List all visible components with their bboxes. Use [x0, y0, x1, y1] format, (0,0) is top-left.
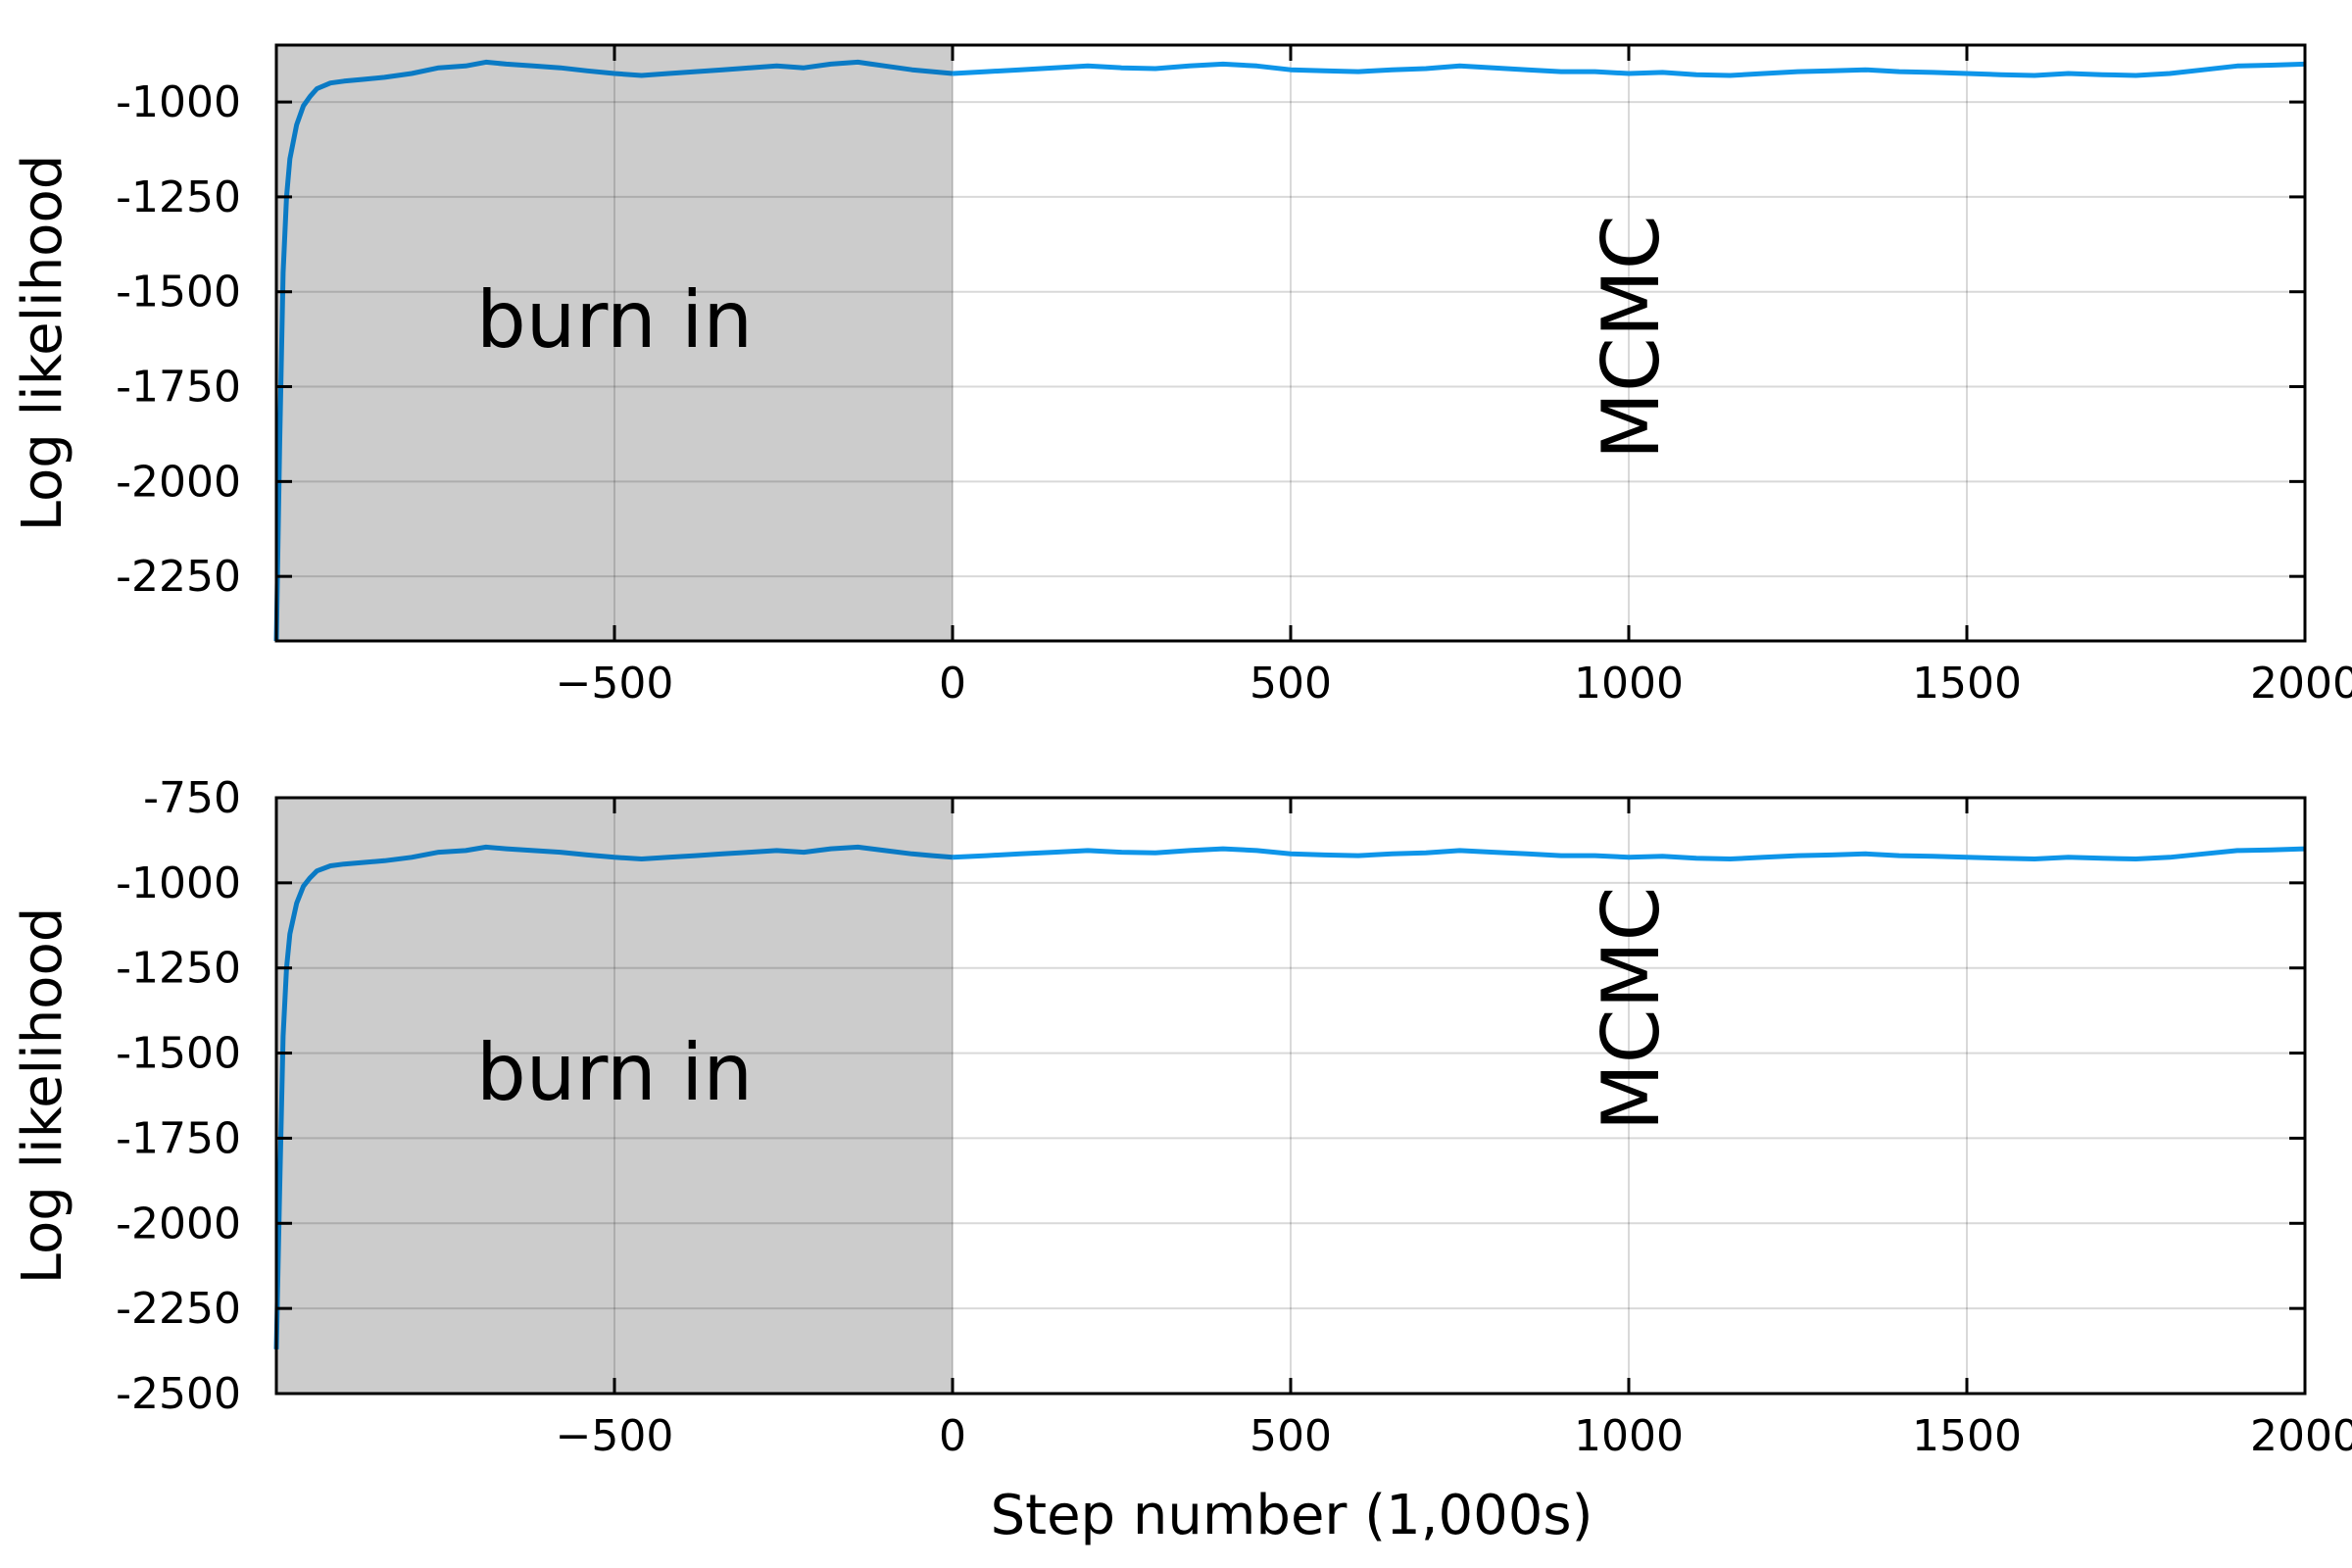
- x-tick-label: 1500: [1912, 1411, 2022, 1461]
- y-tick-label: -1500: [116, 268, 241, 318]
- y-tick-label: -2250: [116, 1284, 241, 1334]
- y-tick-label: -750: [143, 773, 241, 823]
- x-tick-label: −500: [556, 659, 674, 709]
- mcmc-label: MCMC: [1586, 887, 1677, 1132]
- burn-in-label: burn in: [476, 1027, 753, 1118]
- y-tick-label: -1750: [116, 363, 241, 413]
- burn-in-region: [276, 798, 953, 1394]
- mcmc-label: MCMC: [1586, 215, 1677, 460]
- x-tick-label: 0: [939, 659, 966, 709]
- y-tick-label: -2000: [116, 1199, 241, 1249]
- x-tick-label: 2000: [2250, 1411, 2352, 1461]
- burn-in-label: burn in: [476, 274, 753, 366]
- mcmc-series-line: [952, 846, 2306, 861]
- mcmc-series-line: [952, 61, 2306, 78]
- y-tick-label: -2500: [116, 1369, 241, 1419]
- y-tick-label: -1250: [116, 172, 241, 222]
- y-tick-label: -1000: [116, 77, 241, 127]
- y-tick-label: -1250: [116, 944, 241, 994]
- x-axis-label: Step number (1,000s): [991, 1484, 1593, 1547]
- burn-in-series-line: [273, 59, 954, 642]
- x-tick-label: 1500: [1912, 659, 2022, 709]
- x-tick-label: 0: [939, 1411, 966, 1461]
- burn-in-series-line: [273, 844, 954, 1349]
- y-axis-label: Log likelihood: [11, 907, 74, 1285]
- y-axis-label: Log likelihood: [11, 155, 74, 532]
- x-tick-label: 1000: [1574, 1411, 1684, 1461]
- y-tick-label: -2250: [116, 552, 241, 602]
- y-tick-label: -2000: [116, 457, 241, 507]
- bottom-plot-panel: −500 0 500 1000 1500 2000 -750 -1000 -1250 -1500 -…: [11, 773, 2352, 1461]
- x-tick-label: 500: [1250, 1411, 1332, 1461]
- x-tick-label: 500: [1250, 659, 1332, 709]
- x-tick-label: 1000: [1574, 659, 1684, 709]
- y-tick-label: -1500: [116, 1029, 241, 1079]
- y-tick-label: -1750: [116, 1113, 241, 1163]
- y-tick-label: -1000: [116, 858, 241, 908]
- top-plot-panel: −500 0 500 1000 1500 2000 -1000 -1250 -1500 -1750…: [11, 43, 2352, 709]
- x-tick-label: −500: [556, 1411, 674, 1461]
- x-tick-label: 2000: [2250, 659, 2352, 709]
- burn-in-region: [276, 45, 953, 641]
